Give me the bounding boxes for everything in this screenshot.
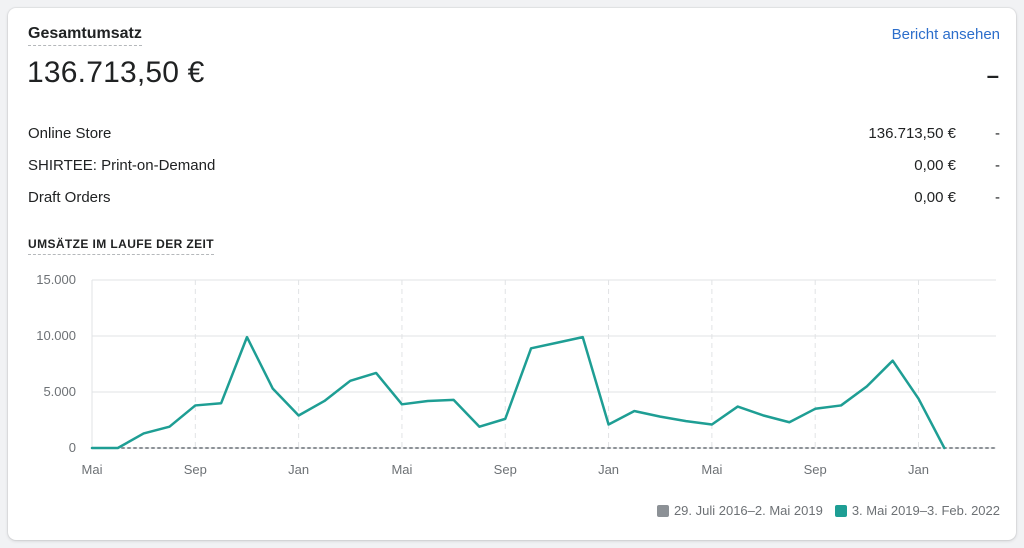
legend-label-current: 3. Mai 2019–3. Feb. 2022 — [851, 503, 1000, 518]
channel-name: SHIRTEE: Print-on-Demand — [28, 157, 216, 174]
sales-over-time-title[interactable]: UMSÄTZE IM LAUFE DER ZEIT — [28, 237, 214, 255]
y-tick-label: 15.000 — [36, 272, 76, 287]
current-period-line — [90, 335, 946, 450]
channel-name: Draft Orders — [28, 189, 111, 206]
channel-name: Online Store — [28, 125, 112, 142]
view-report-link[interactable]: Bericht ansehen — [891, 26, 1000, 43]
x-tick-label: Mai — [701, 462, 722, 477]
x-tick-label: Sep — [494, 462, 517, 477]
channel-row-draft-orders: Draft Orders 0,00 € - — [28, 186, 1000, 218]
channel-change: - — [995, 157, 1000, 174]
legend-label-previous: 29. Juli 2016–2. Mai 2019 — [673, 503, 823, 518]
y-tick-label: 10.000 — [36, 328, 76, 343]
y-tick-label: 0 — [69, 440, 76, 455]
total-sales-value: 136.713,50 € — [27, 56, 205, 89]
x-tick-label: Sep — [184, 462, 207, 477]
legend-item-previous[interactable]: 29. Juli 2016–2. Mai 2019 — [656, 503, 823, 518]
channel-value: 0,00 € — [914, 157, 956, 174]
total-change-indicator: – — [986, 63, 999, 88]
x-tick-label: Jan — [598, 462, 619, 477]
channel-row-shirtee: SHIRTEE: Print-on-Demand 0,00 € - — [28, 154, 1000, 186]
sales-over-time-chart: 0 5.000 10.000 15.000 Mai Sep Jan Mai Sep Jan Mai S… — [36, 272, 997, 477]
x-tick-label: Sep — [804, 462, 827, 477]
total-sales-card: Gesamtumsatz Bericht ansehen 136.713,50 … — [8, 8, 1016, 540]
channel-change: - — [995, 189, 1000, 206]
x-tick-label: Mai — [82, 462, 103, 477]
channel-change: - — [995, 125, 1000, 142]
channel-row-online-store: Online Store 136.713,50 € - — [28, 122, 1000, 154]
y-tick-label: 5.000 — [43, 384, 76, 399]
x-tick-label: Jan — [908, 462, 929, 477]
channel-value: 0,00 € — [914, 189, 956, 206]
legend-swatch-previous — [656, 504, 669, 517]
legend-swatch-current — [834, 504, 847, 517]
legend-item-current[interactable]: 3. Mai 2019–3. Feb. 2022 — [834, 503, 1000, 518]
sales-channel-list: Online Store 136.713,50 € - SHIRTEE: Pri… — [28, 122, 1000, 218]
card-title[interactable]: Gesamtumsatz — [28, 25, 142, 46]
chart-legend: 29. Juli 2016–2. Mai 2019 3. Mai 2019–3.… — [656, 503, 1000, 518]
channel-value: 136.713,50 € — [868, 125, 956, 142]
x-tick-label: Mai — [391, 462, 412, 477]
x-tick-label: Jan — [288, 462, 309, 477]
